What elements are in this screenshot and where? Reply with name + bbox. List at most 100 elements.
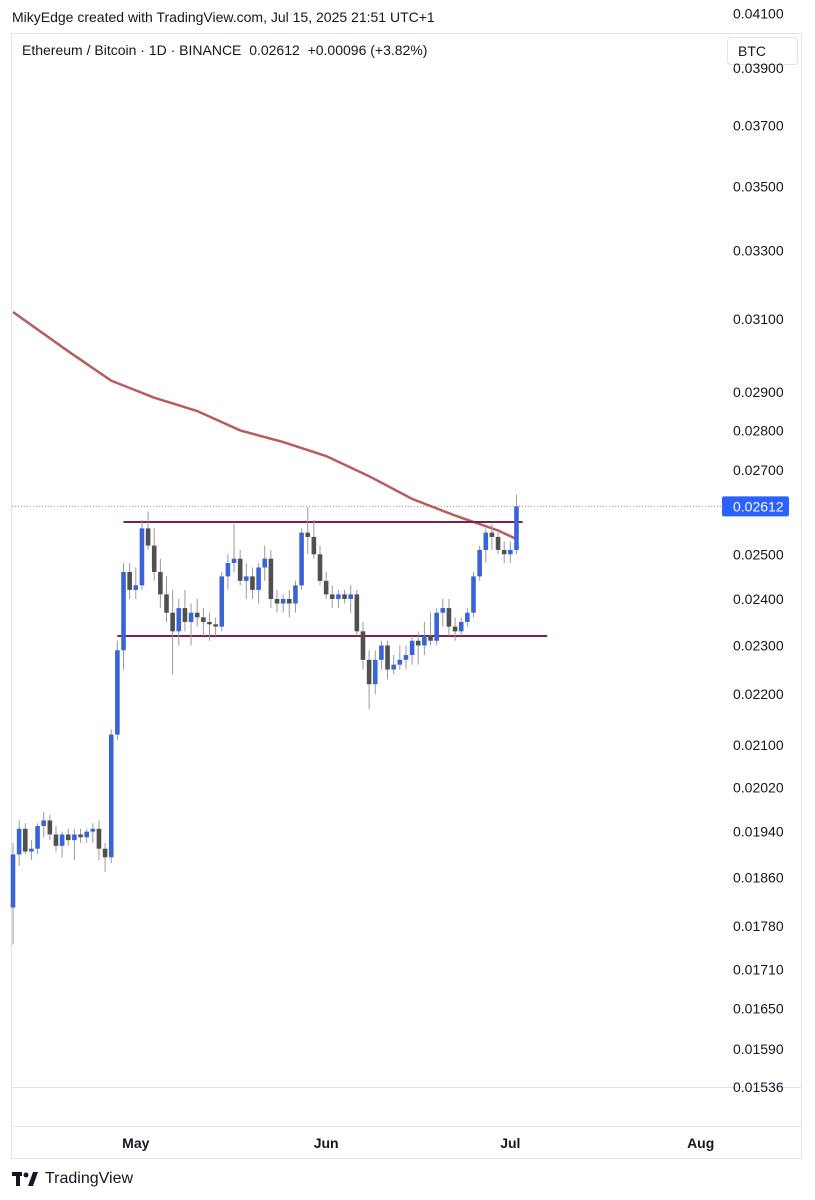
candle[interactable] xyxy=(10,842,16,945)
candle[interactable] xyxy=(170,589,175,675)
candle[interactable] xyxy=(366,650,372,710)
candle[interactable] xyxy=(182,589,188,632)
candle[interactable] xyxy=(90,823,96,843)
candle[interactable] xyxy=(495,532,501,555)
candle[interactable] xyxy=(108,729,114,864)
candle[interactable] xyxy=(213,617,218,637)
candle[interactable] xyxy=(16,820,22,866)
candle[interactable] xyxy=(225,554,231,590)
candle[interactable] xyxy=(323,571,329,599)
candle[interactable] xyxy=(391,655,396,675)
candle[interactable] xyxy=(65,828,71,846)
candle[interactable] xyxy=(489,524,495,550)
candle[interactable] xyxy=(47,814,53,841)
candle[interactable] xyxy=(29,840,34,861)
candle[interactable] xyxy=(280,594,286,613)
candle[interactable] xyxy=(385,640,390,680)
candle[interactable] xyxy=(268,549,274,609)
candle[interactable] xyxy=(59,831,65,858)
candle[interactable] xyxy=(121,563,126,670)
candle[interactable] xyxy=(501,541,507,564)
price-tick-label: 0.02020 xyxy=(733,779,784,795)
candle-body xyxy=(501,549,507,555)
candle-body xyxy=(458,621,464,632)
candle[interactable] xyxy=(372,650,378,695)
candle[interactable] xyxy=(508,541,513,564)
candle[interactable] xyxy=(434,608,439,646)
candle-body xyxy=(483,532,489,550)
candle[interactable] xyxy=(440,598,446,627)
candle[interactable] xyxy=(262,545,268,581)
candle[interactable] xyxy=(237,549,243,586)
candle[interactable] xyxy=(471,571,476,618)
candle[interactable] xyxy=(151,528,157,581)
candle[interactable] xyxy=(336,589,341,609)
candle[interactable] xyxy=(158,558,163,609)
candle[interactable] xyxy=(305,507,311,555)
candle[interactable] xyxy=(422,621,427,656)
candle-body xyxy=(164,594,169,613)
candle[interactable] xyxy=(415,631,421,665)
candle[interactable] xyxy=(274,589,280,613)
price-tick-label: 0.03900 xyxy=(733,60,784,76)
candle[interactable] xyxy=(397,645,403,670)
candle[interactable] xyxy=(256,563,261,604)
candle[interactable] xyxy=(207,612,212,641)
candle[interactable] xyxy=(465,608,470,627)
candle[interactable] xyxy=(139,519,145,590)
candle[interactable] xyxy=(22,823,28,855)
candle[interactable] xyxy=(231,524,237,572)
candle[interactable] xyxy=(409,636,415,665)
candle-body xyxy=(305,532,311,537)
candle[interactable] xyxy=(72,828,77,861)
currency-button[interactable]: BTC xyxy=(727,37,798,65)
candle[interactable] xyxy=(329,585,335,609)
candle[interactable] xyxy=(342,589,347,604)
candle[interactable] xyxy=(115,640,120,740)
candle[interactable] xyxy=(477,545,482,581)
candle[interactable] xyxy=(287,589,292,618)
tradingview-logo-text: TradingView xyxy=(45,1170,134,1187)
candle[interactable] xyxy=(514,494,519,555)
candle[interactable] xyxy=(164,576,169,622)
candle[interactable] xyxy=(133,567,139,599)
candle[interactable] xyxy=(219,571,225,632)
candle[interactable] xyxy=(458,617,464,637)
candle[interactable] xyxy=(317,545,323,586)
moving-average-line[interactable] xyxy=(12,310,518,541)
candle[interactable] xyxy=(354,589,360,637)
candle-body xyxy=(342,594,347,599)
candle[interactable] xyxy=(293,580,298,613)
candle[interactable] xyxy=(53,826,59,852)
candle[interactable] xyxy=(379,640,384,670)
candle[interactable] xyxy=(348,585,353,613)
candle-body xyxy=(84,831,89,838)
candle[interactable] xyxy=(483,528,489,564)
candle[interactable] xyxy=(188,603,194,646)
candle[interactable] xyxy=(41,812,46,838)
candle[interactable] xyxy=(360,621,366,670)
candle[interactable] xyxy=(201,608,206,637)
candle[interactable] xyxy=(78,828,83,843)
candle[interactable] xyxy=(194,598,200,627)
candle[interactable] xyxy=(403,645,409,670)
candle[interactable] xyxy=(145,511,151,550)
candle[interactable] xyxy=(244,563,249,599)
candle-body xyxy=(262,558,268,568)
symbol-legend[interactable]: Ethereum / Bitcoin · 1D · BINANCE 0.0261… xyxy=(22,42,427,58)
candle-body xyxy=(409,640,415,656)
candle[interactable] xyxy=(176,598,182,646)
candle[interactable] xyxy=(96,820,102,861)
time-tick-label: Aug xyxy=(687,1135,714,1151)
candle[interactable] xyxy=(250,567,255,599)
candle[interactable] xyxy=(35,823,40,855)
candle[interactable] xyxy=(428,612,433,646)
candle[interactable] xyxy=(452,617,458,641)
candle[interactable] xyxy=(311,519,317,559)
candle[interactable] xyxy=(84,828,89,843)
candle[interactable] xyxy=(102,842,108,872)
candle[interactable] xyxy=(299,528,304,590)
candle[interactable] xyxy=(127,563,132,599)
candle[interactable] xyxy=(446,598,452,637)
